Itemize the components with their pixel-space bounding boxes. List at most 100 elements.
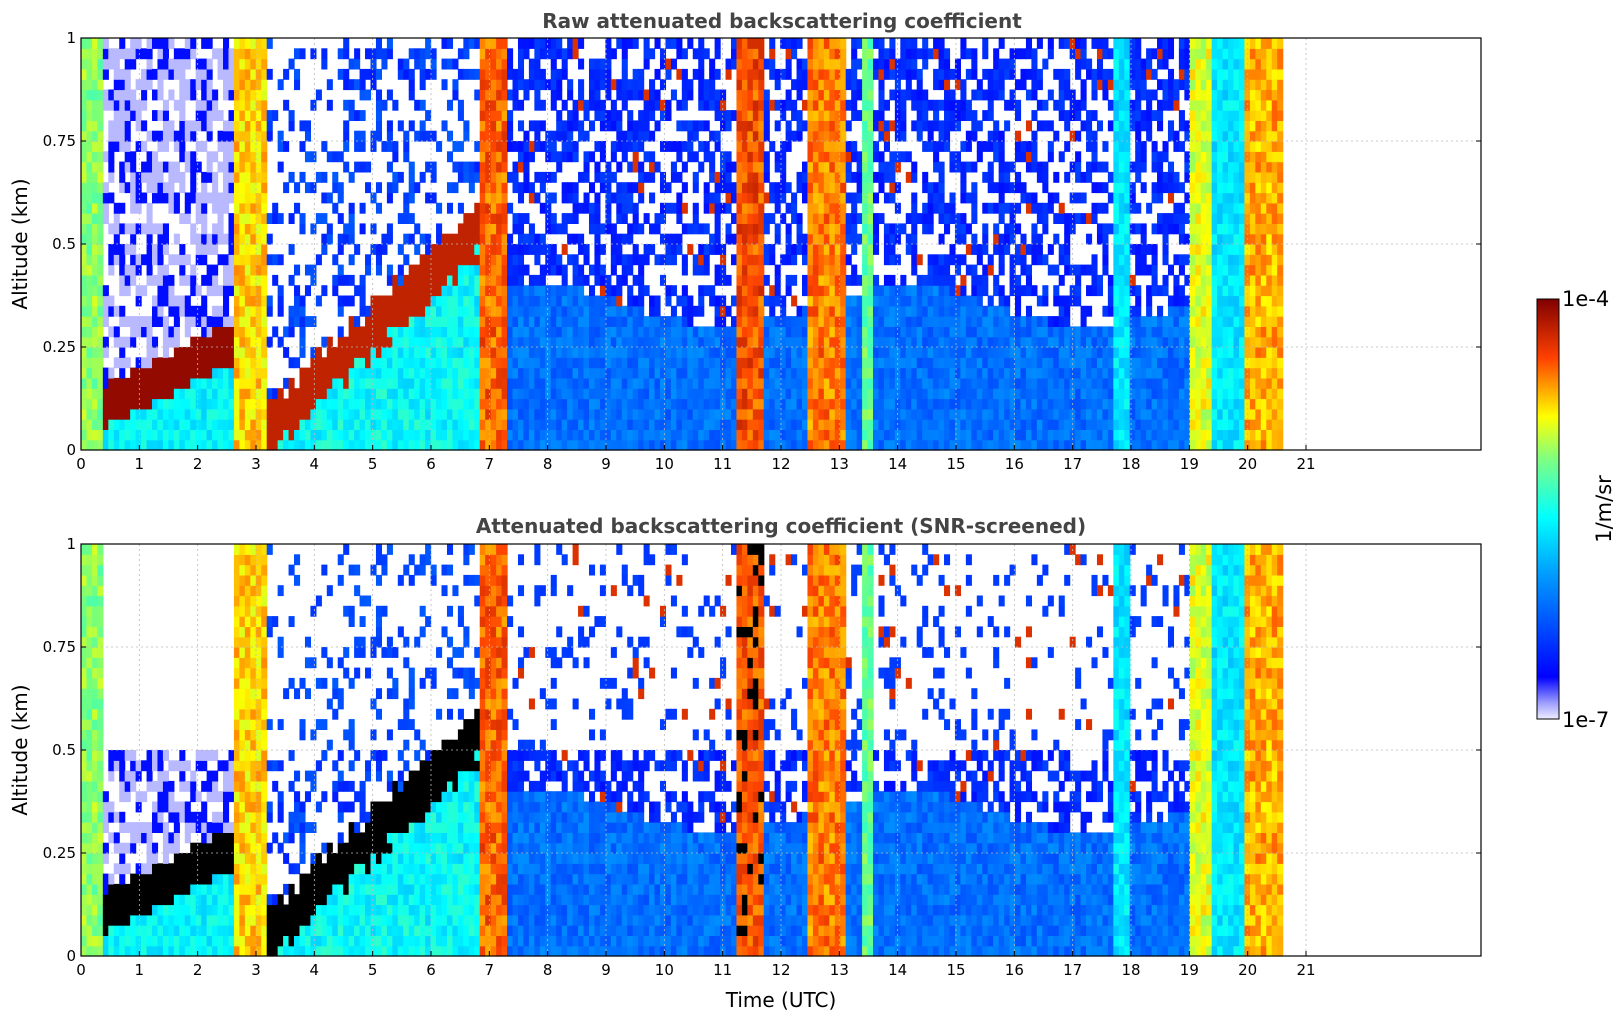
heatmap-cell	[408, 347, 415, 358]
heatmap-cell	[791, 398, 798, 410]
heatmap-cell	[769, 141, 776, 152]
heatmap-cell	[523, 48, 530, 60]
heatmap-cell	[184, 398, 191, 410]
heatmap-cell	[878, 316, 885, 327]
heatmap-cell	[610, 326, 617, 338]
heatmap-cell	[883, 244, 890, 255]
heatmap-cell	[883, 141, 890, 152]
heatmap-cell	[272, 429, 279, 441]
heatmap-cell	[261, 429, 268, 441]
heatmap-cell	[441, 233, 448, 245]
heatmap-cell	[769, 213, 776, 224]
heatmap-cell	[802, 68, 809, 80]
heatmap-cell	[845, 398, 852, 410]
heatmap-cell	[152, 161, 159, 173]
heatmap-cell	[610, 429, 617, 441]
heatmap-cell	[419, 316, 426, 327]
heatmap-cell	[430, 316, 437, 327]
heatmap-cell	[763, 99, 770, 111]
heatmap-cell	[922, 120, 929, 132]
heatmap-cell	[343, 141, 350, 152]
heatmap-cell	[255, 367, 262, 379]
heatmap-cell	[572, 99, 579, 111]
heatmap-cell	[649, 408, 656, 420]
heatmap-cell	[168, 68, 175, 80]
heatmap-cell	[703, 182, 710, 194]
heatmap-cell	[463, 316, 470, 327]
heatmap-cell	[168, 419, 175, 430]
heatmap-cell	[802, 429, 809, 441]
heatmap-cell	[190, 223, 197, 235]
heatmap-cell	[326, 192, 333, 204]
heatmap-cell	[960, 398, 967, 410]
heatmap-cell	[649, 89, 656, 101]
heatmap-cell	[747, 244, 754, 255]
heatmap-cell	[829, 120, 836, 132]
heatmap-cell	[381, 347, 388, 358]
heatmap-cell	[354, 58, 361, 70]
heatmap-cell	[414, 367, 421, 379]
heatmap-cell	[927, 305, 934, 317]
heatmap-cell	[916, 439, 923, 451]
heatmap-cell	[610, 48, 617, 60]
heatmap-cell	[168, 357, 175, 369]
heatmap-cell	[343, 429, 350, 441]
heatmap-cell	[681, 367, 688, 379]
heatmap-cell	[512, 285, 519, 297]
heatmap-cell	[141, 439, 148, 451]
heatmap-cell	[534, 377, 541, 389]
heatmap-cell	[124, 336, 131, 348]
heatmap-cell	[643, 99, 650, 111]
heatmap-cell	[108, 326, 115, 338]
heatmap-cell	[261, 367, 268, 379]
heatmap-cell	[632, 398, 639, 410]
heatmap-cell	[960, 316, 967, 327]
heatmap-cell	[425, 429, 432, 441]
heatmap-cell	[152, 439, 159, 451]
heatmap-cell	[392, 326, 399, 338]
heatmap-cell	[113, 439, 120, 451]
heatmap-cell	[217, 110, 224, 121]
heatmap-cell	[348, 377, 355, 389]
heatmap-cell	[703, 244, 710, 255]
heatmap-cell	[507, 244, 514, 255]
heatmap-cell	[851, 141, 858, 152]
heatmap-cell	[146, 79, 153, 91]
heatmap-cell	[752, 336, 759, 348]
heatmap-cell	[135, 398, 142, 410]
heatmap-cell	[605, 48, 612, 60]
heatmap-cell	[873, 274, 880, 286]
heatmap-cell	[233, 130, 240, 142]
heatmap-cell	[130, 161, 137, 173]
heatmap-cell	[375, 38, 383, 49]
heatmap-cell	[791, 316, 798, 327]
heatmap-cell	[747, 316, 754, 327]
heatmap-cell	[223, 264, 230, 276]
heatmap-cell	[747, 58, 754, 70]
heatmap-cell	[971, 264, 978, 276]
heatmap-cell	[206, 274, 213, 286]
heatmap-cell	[228, 58, 235, 70]
heatmap-cell	[616, 130, 623, 142]
heatmap-cell	[561, 192, 568, 204]
heatmap-cell	[643, 429, 650, 441]
heatmap-cell	[463, 305, 470, 317]
heatmap-cell	[862, 316, 869, 327]
heatmap-cell	[299, 295, 306, 307]
heatmap-cell	[517, 439, 525, 451]
heatmap-cell	[725, 274, 732, 286]
heatmap-cell	[851, 223, 858, 235]
heatmap-cell	[736, 89, 743, 101]
heatmap-cell	[889, 233, 896, 245]
heatmap-cell	[501, 264, 508, 276]
heatmap-cell	[294, 264, 301, 276]
heatmap-cell	[971, 120, 978, 132]
heatmap-cell	[146, 408, 153, 420]
heatmap-cell	[523, 38, 530, 49]
heatmap-cell	[250, 398, 257, 410]
heatmap-cell	[556, 419, 563, 430]
heatmap-cell	[867, 347, 874, 358]
heatmap-cell	[81, 316, 88, 327]
heatmap-cell	[168, 120, 175, 132]
heatmap-cell	[397, 408, 404, 420]
